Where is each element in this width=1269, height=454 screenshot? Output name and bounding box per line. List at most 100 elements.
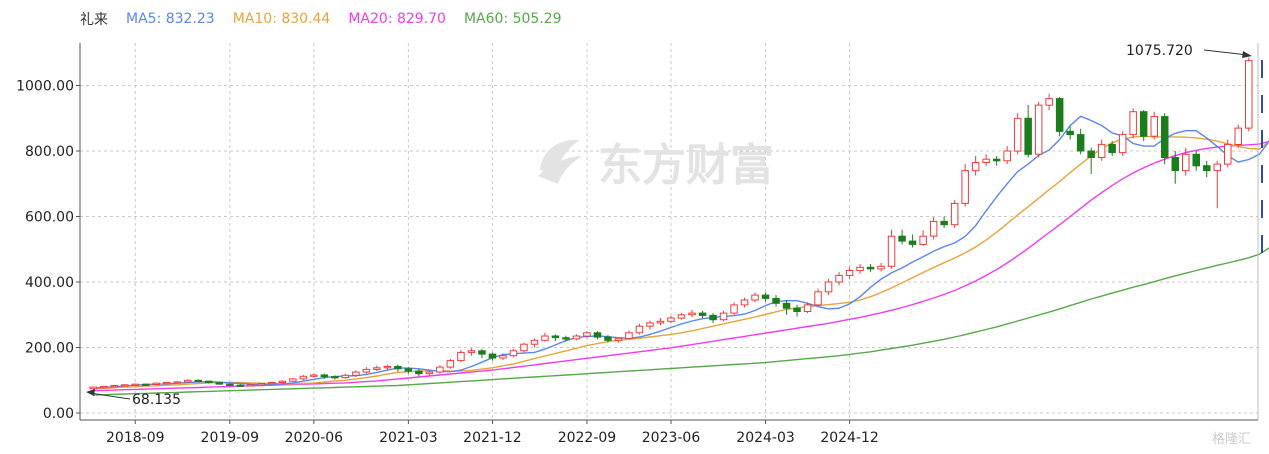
y-tick-labels: 0.00 200.00 400.00 600.00 800.00 1000.00 bbox=[16, 79, 80, 422]
candle-body bbox=[194, 379, 202, 382]
candle-body bbox=[866, 266, 875, 270]
candle-up bbox=[845, 267, 854, 279]
candle-body bbox=[562, 337, 570, 340]
candle-body bbox=[1097, 143, 1106, 158]
candle-body bbox=[971, 162, 980, 172]
candle-body bbox=[1150, 116, 1158, 137]
candle-body bbox=[1087, 150, 1095, 158]
candle-body bbox=[383, 366, 392, 369]
candle-body bbox=[247, 384, 255, 387]
candle-up bbox=[541, 332, 549, 342]
candle-up bbox=[719, 310, 728, 322]
side-panel-bracket bbox=[1261, 95, 1269, 113]
candle-body bbox=[1076, 134, 1085, 152]
side-panel-bracket bbox=[1261, 200, 1269, 218]
candle-up bbox=[1245, 57, 1253, 132]
candles bbox=[89, 57, 1253, 390]
candle-body bbox=[404, 368, 413, 372]
candle-body bbox=[824, 281, 833, 293]
candle-body bbox=[1224, 143, 1232, 165]
candle-body bbox=[478, 350, 486, 355]
candle-body bbox=[1003, 150, 1011, 162]
candle-up bbox=[646, 320, 654, 330]
candle-body bbox=[1066, 130, 1074, 136]
x-tick-label: 2023-06 bbox=[642, 430, 701, 446]
candle-body bbox=[730, 304, 738, 314]
candle-down bbox=[1171, 151, 1179, 184]
candle-down bbox=[593, 331, 602, 340]
candle-body bbox=[1171, 157, 1179, 172]
candle-up bbox=[1213, 160, 1221, 209]
y-tick-label: 400.00 bbox=[25, 275, 74, 291]
candle-up bbox=[530, 338, 539, 348]
candle-up bbox=[614, 337, 623, 343]
candle-body bbox=[488, 353, 497, 359]
candle-up bbox=[887, 229, 896, 269]
candle-down bbox=[604, 335, 612, 343]
candle-up bbox=[1097, 139, 1106, 161]
candle-body bbox=[1192, 153, 1200, 167]
candle-up bbox=[677, 313, 686, 320]
candle-body bbox=[761, 294, 770, 299]
max-price-arrow-line bbox=[1203, 49, 1249, 56]
candle-body bbox=[152, 382, 160, 386]
candle-up bbox=[1045, 93, 1053, 111]
candle-body bbox=[163, 382, 171, 385]
side-panel-bracket bbox=[1261, 235, 1269, 253]
candle-up bbox=[289, 377, 297, 382]
candle-body bbox=[614, 337, 623, 341]
candle-up bbox=[299, 375, 308, 381]
candle-body bbox=[583, 332, 591, 337]
candle-down bbox=[142, 383, 150, 386]
candle-up bbox=[499, 353, 507, 360]
candle-body bbox=[667, 317, 675, 322]
candle-body bbox=[604, 336, 612, 341]
candle-up bbox=[751, 292, 759, 303]
candle-up bbox=[100, 385, 108, 389]
candle-up bbox=[1150, 111, 1158, 140]
candle-body bbox=[656, 320, 665, 324]
candle-body bbox=[173, 381, 181, 384]
candle-body bbox=[100, 386, 108, 389]
x-tick-label: 2024-03 bbox=[736, 430, 795, 446]
candle-body bbox=[919, 235, 927, 245]
candle-body bbox=[268, 382, 276, 385]
candle-down bbox=[1139, 110, 1148, 142]
candle-up bbox=[982, 154, 990, 166]
candle-body bbox=[814, 291, 822, 306]
candle-down bbox=[1076, 128, 1085, 155]
candle-body bbox=[719, 312, 728, 321]
candle-body bbox=[1161, 116, 1169, 158]
candle-down bbox=[1192, 151, 1200, 171]
candle-down bbox=[562, 335, 570, 342]
candle-body bbox=[551, 335, 560, 339]
candle-up bbox=[457, 350, 465, 363]
candle-body bbox=[940, 220, 948, 226]
candle-up bbox=[1034, 101, 1043, 158]
x-tick-label: 2020-06 bbox=[285, 430, 344, 446]
chart-axes bbox=[79, 43, 1259, 421]
candle-down bbox=[551, 334, 560, 341]
candle-down bbox=[793, 304, 801, 317]
candle-up bbox=[352, 370, 360, 377]
candle-body bbox=[877, 265, 885, 270]
legend-ma10: MA10: 830.44 bbox=[232, 11, 331, 27]
candle-body bbox=[961, 170, 969, 204]
candle-body bbox=[635, 325, 644, 334]
candle-up bbox=[950, 200, 959, 228]
y-tick-label: 600.00 bbox=[25, 210, 74, 226]
candle-body bbox=[415, 370, 423, 375]
ma-line-ma60 bbox=[93, 247, 1269, 396]
candle-body bbox=[425, 371, 434, 375]
candle-body bbox=[803, 304, 812, 312]
candle-up bbox=[635, 323, 644, 335]
candle-body bbox=[835, 274, 843, 283]
candle-up bbox=[425, 370, 434, 376]
candle-body bbox=[740, 299, 749, 306]
candle-body bbox=[131, 383, 139, 386]
candle-up bbox=[856, 263, 864, 274]
candle-down bbox=[1055, 96, 1064, 137]
candle-down bbox=[226, 383, 234, 386]
side-panel-edge bbox=[1261, 60, 1269, 270]
candle-body bbox=[436, 366, 444, 373]
